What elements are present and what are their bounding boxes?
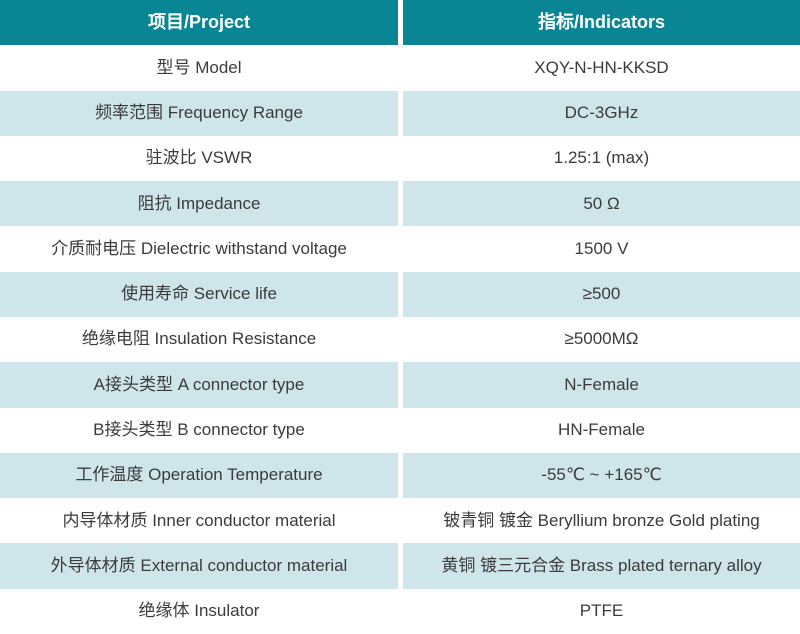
table-row-frequency-range: 频率范围 Frequency Range DC-3GHz [0, 90, 800, 136]
column-header-project: 项目/Project [0, 0, 398, 46]
project-cell: A接头类型 A connector type [0, 362, 398, 408]
project-cell: 绝缘体 Insulator [0, 588, 398, 634]
indicator-cell: ≥5000MΩ [403, 316, 800, 363]
project-cell: 绝缘电阻 Insulation Resistance [0, 316, 398, 363]
indicator-cell: -55℃ ~ +165℃ [403, 452, 800, 499]
indicator-cell: HN-Female [403, 407, 800, 453]
table-row-dielectric-withstand-voltage: 介质耐电压 Dielectric withstand voltage 1500 … [0, 226, 800, 272]
project-cell: B接头类型 B connector type [0, 407, 398, 453]
project-cell: 介质耐电压 Dielectric withstand voltage [0, 226, 398, 272]
project-cell: 外导体材质 External conductor material [0, 543, 398, 589]
indicator-cell: 1.25:1 (max) [403, 135, 800, 182]
indicator-cell: ≥500 [403, 271, 800, 317]
project-cell: 内导体材质 Inner conductor material [0, 498, 398, 544]
indicator-cell: 黄铜 镀三元合金 Brass plated ternary alloy [403, 543, 800, 589]
table-row-inner-conductor-material: 内导体材质 Inner conductor material 铍青铜 镀金 Be… [0, 498, 800, 544]
table-row-model: 型号 Model XQY-N-HN-KKSD [0, 45, 800, 91]
table-row-a-connector-type: A接头类型 A connector type N-Female [0, 362, 800, 408]
project-cell: 驻波比 VSWR [0, 135, 398, 182]
table-row-b-connector-type: B接头类型 B connector type HN-Female [0, 407, 800, 453]
table-header-row: 项目/Project 指标/Indicators [0, 0, 800, 46]
table-row-impedance: 阻抗 Impedance 50 Ω [0, 181, 800, 227]
table-row-vswr: 驻波比 VSWR 1.25:1 (max) [0, 135, 800, 182]
indicator-cell: 铍青铜 镀金 Beryllium bronze Gold plating [403, 498, 800, 544]
indicator-cell: DC-3GHz [403, 90, 800, 136]
table-row-service-life: 使用寿命 Service life ≥500 [0, 271, 800, 317]
table-row-external-conductor-material: 外导体材质 External conductor material 黄铜 镀三元… [0, 543, 800, 589]
indicator-cell: PTFE [403, 588, 800, 634]
project-cell: 阻抗 Impedance [0, 181, 398, 227]
table-row-operation-temperature: 工作温度 Operation Temperature -55℃ ~ +165℃ [0, 452, 800, 499]
table-row-insulation-resistance: 绝缘电阻 Insulation Resistance ≥5000MΩ [0, 316, 800, 363]
indicator-cell: 1500 V [403, 226, 800, 272]
project-cell: 型号 Model [0, 45, 398, 91]
indicator-cell: 50 Ω [403, 181, 800, 227]
project-cell: 工作温度 Operation Temperature [0, 452, 398, 499]
table-row-insulator: 绝缘体 Insulator PTFE [0, 588, 800, 634]
project-cell: 使用寿命 Service life [0, 271, 398, 317]
column-header-indicators: 指标/Indicators [403, 0, 800, 46]
indicator-cell: N-Female [403, 362, 800, 408]
indicator-cell: XQY-N-HN-KKSD [403, 45, 800, 91]
project-cell: 频率范围 Frequency Range [0, 90, 398, 136]
